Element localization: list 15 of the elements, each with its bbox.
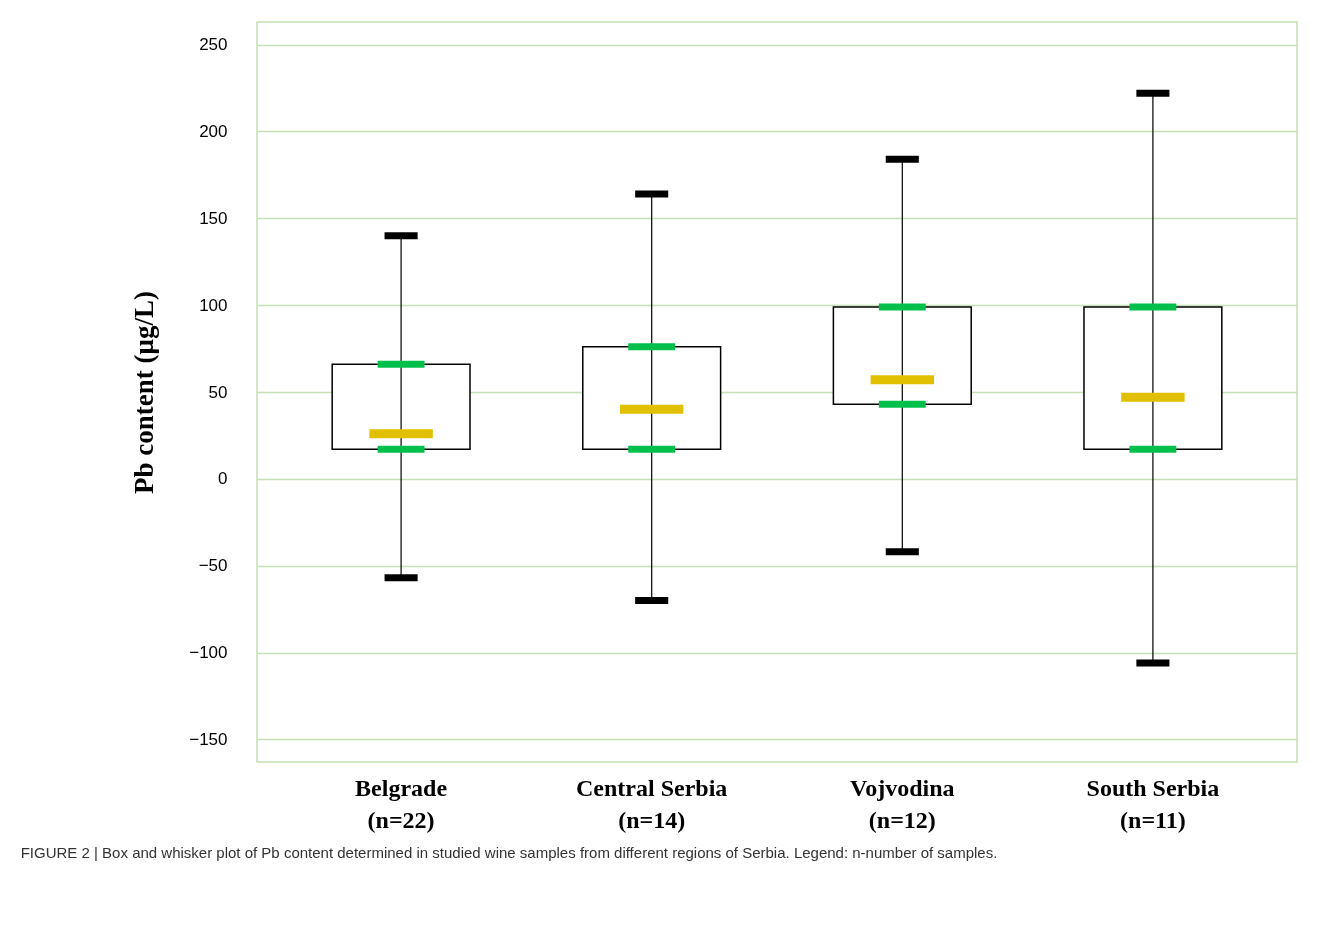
y-tick-label: −50 [198,556,228,576]
x-tick-label: Central Serbia (n=14) [576,774,728,833]
caption: FIGURE 2 | Box and whisker plot of Pb content determined in studied wine samples from different regions of Serbia. Legend: n-number of samples. [20,844,998,861]
y-tick-label: 200 [199,121,228,141]
y-tick-label: 100 [199,295,228,315]
x-tick-label: Vojvodina (n=12) [850,774,955,833]
y-tick-label: 0 [218,469,228,489]
y-tick-label: 250 [199,35,228,55]
y-tick-label: −150 [189,729,228,749]
x-tick-label: South Serbia (n=11) [1086,774,1220,833]
x-tick-label: Belgrade (n=22) [355,774,448,833]
y-tick-label: 150 [199,208,228,228]
y-tick-label: −100 [189,643,228,663]
y-axis-title: Pb content (μg/L) [129,291,160,494]
y-tick-label: 50 [208,382,228,402]
